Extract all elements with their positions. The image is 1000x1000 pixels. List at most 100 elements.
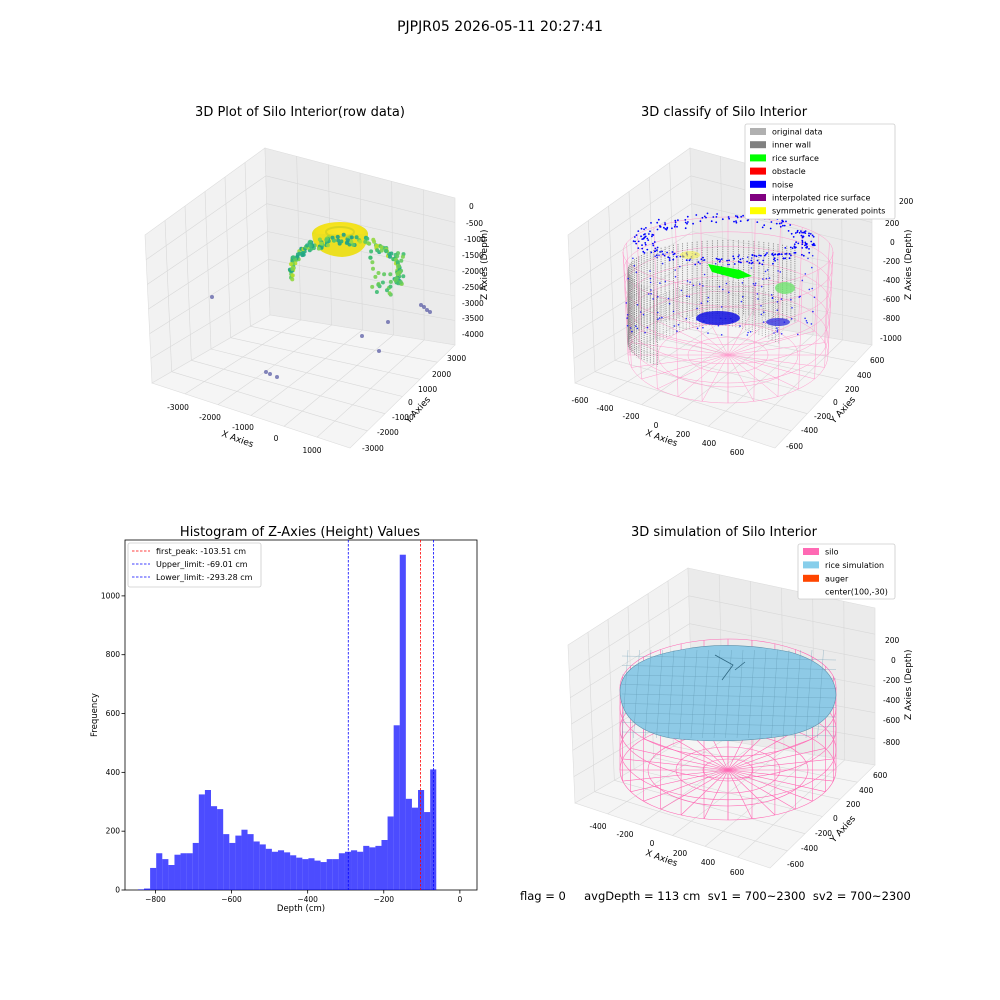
svg-text:2000: 2000: [432, 370, 451, 379]
noise-point: [651, 235, 653, 238]
raw-point: [388, 254, 392, 259]
noise-point: [813, 296, 816, 299]
raw-point: [379, 245, 384, 250]
noise-point: [758, 254, 760, 257]
noise-point: [699, 283, 701, 285]
noise-point: [776, 301, 779, 303]
panel-raw-x-ticks: -3000 -2000 -1000 0 1000: [167, 403, 322, 455]
noise-point: [671, 251, 674, 253]
noise-point: [654, 247, 657, 250]
noise-point: [692, 284, 695, 287]
histogram-bar: [411, 807, 419, 890]
noise-point: [633, 236, 636, 238]
noise-point: [808, 251, 811, 254]
noise-point: [790, 232, 793, 235]
svg-text:-400: -400: [883, 276, 900, 285]
noise-point: [741, 282, 744, 284]
svg-text:-600: -600: [571, 396, 588, 405]
panel-raw-z-ticks: 0 -500 -1000 -1500 -2000 -2500 -3000 -35…: [462, 202, 486, 339]
noise-point: [762, 321, 765, 323]
noise-point: [657, 296, 659, 298]
raw-outlier-point: [360, 334, 364, 338]
svg-text:0: 0: [890, 238, 895, 247]
raw-outlier-point: [264, 370, 268, 374]
noise-point: [668, 257, 671, 259]
legend-label: auger: [825, 574, 849, 583]
histogram-bar: [156, 853, 163, 890]
noise-point: [635, 242, 638, 245]
raw-point: [335, 234, 340, 239]
noise-point: [768, 277, 771, 279]
noise-point: [812, 242, 815, 245]
noise-point: [798, 231, 801, 234]
noise-point: [635, 325, 637, 327]
histogram-bar: [357, 851, 364, 890]
legend-label: interpolated rice surface: [772, 194, 870, 203]
histogram-bar: [211, 806, 218, 890]
raw-point: [351, 242, 356, 247]
panel-raw-3d-scatter: 3D Plot of Silo Interior(row data) -3000…: [144, 105, 490, 455]
svg-text:200: 200: [673, 849, 688, 858]
noise-point: [676, 225, 678, 228]
noise-point: [652, 242, 654, 245]
histogram-bar: [351, 850, 358, 890]
noise-point: [649, 270, 651, 272]
noise-point: [680, 289, 683, 292]
noise-point: [812, 244, 814, 247]
panel-classify-3d-scatter: 3D classify of Silo Interior original da…: [567, 105, 914, 457]
y-tick-label: 600: [106, 709, 121, 718]
noise-point: [710, 220, 713, 223]
noise-point: [726, 259, 728, 262]
raw-point: [397, 264, 402, 269]
noise-point: [705, 216, 707, 219]
panel-histogram: Histogram of Z-Axies (Height) Values −80…: [90, 525, 478, 914]
noise-point: [651, 233, 654, 236]
rice-surface-points: [708, 264, 752, 279]
noise-point: [699, 220, 702, 223]
legend-label: first_peak: -103.51 cm: [156, 547, 246, 556]
raw-point: [317, 237, 322, 242]
raw-point: [332, 238, 336, 243]
noise-point: [656, 249, 658, 252]
noise-point: [751, 254, 754, 256]
histogram-bar: [204, 790, 211, 890]
legend-label: Lower_limit: -293.28 cm: [156, 573, 253, 582]
svg-text:0: 0: [654, 421, 659, 430]
raw-point: [290, 267, 295, 271]
raw-outlier-point: [386, 320, 390, 324]
svg-text:200: 200: [676, 430, 691, 439]
panel-classify-xlabel: X Axies: [644, 428, 679, 449]
noise-point: [650, 289, 652, 291]
raw-point: [375, 248, 380, 253]
legend-label: obstacle: [772, 167, 806, 176]
noise-point: [625, 302, 628, 304]
y-tick-label: 400: [106, 768, 121, 777]
noise-point: [761, 263, 764, 266]
legend-label: silo: [825, 548, 839, 557]
svg-text:400: 400: [857, 371, 872, 380]
noise-point: [644, 236, 646, 239]
raw-point: [395, 260, 400, 265]
raw-point: [373, 274, 378, 279]
noise-point: [812, 310, 814, 313]
noise-point: [760, 305, 762, 307]
noise-point: [801, 243, 804, 246]
noise-point: [750, 262, 753, 265]
raw-point: [379, 248, 384, 253]
noise-point: [763, 254, 766, 257]
raw-point: [370, 260, 375, 265]
noise-point: [789, 246, 792, 249]
noise-point: [661, 250, 663, 253]
noise-point: [780, 333, 783, 335]
noise-point: [764, 270, 767, 273]
noise-point: [795, 246, 797, 249]
noise-point: [702, 326, 704, 329]
raw-point: [371, 237, 376, 242]
noise-point: [659, 282, 661, 284]
noise-point: [673, 325, 676, 327]
noise-point: [801, 231, 803, 234]
raw-point: [336, 238, 341, 243]
noise-point: [766, 269, 769, 271]
noise-point: [801, 241, 804, 244]
noise-point: [783, 257, 785, 260]
